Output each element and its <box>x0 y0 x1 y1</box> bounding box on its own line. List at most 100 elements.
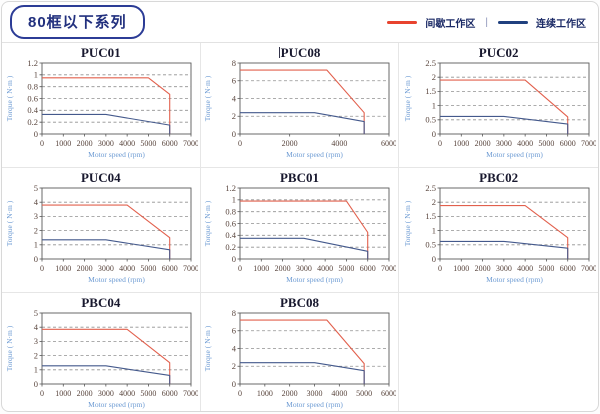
chart-cell-pbc08: PBC08 0 2 4 6 8 0 1000 2000 3000 4000 5000 6000 Moto… <box>201 293 400 411</box>
svg-text:0: 0 <box>40 139 44 148</box>
svg-text:6000: 6000 <box>381 139 396 148</box>
svg-text:1: 1 <box>34 365 38 375</box>
svg-text:1: 1 <box>431 225 435 235</box>
svg-text:1.5: 1.5 <box>425 86 436 96</box>
chart-cell-pbc02: PBC02 0 0.5 1 1.5 2 2.5 0 1000 2000 3000 4000 5000 6… <box>399 168 598 293</box>
intermittent-legend-label: 间歇工作区 <box>425 18 476 30</box>
svg-text:5: 5 <box>34 185 38 193</box>
svg-text:2000: 2000 <box>275 264 291 273</box>
svg-text:5000: 5000 <box>140 264 156 273</box>
svg-text:2.5: 2.5 <box>425 185 436 193</box>
svg-text:Motor speed (rpm): Motor speed (rpm) <box>287 400 344 409</box>
chart-plot: 0 0.5 1 1.5 2 2.5 0 1000 2000 3000 4000 5000 6000 700… <box>403 185 596 284</box>
chart-title: PBC08 <box>201 295 399 310</box>
svg-text:5000: 5000 <box>339 264 355 273</box>
svg-text:7000: 7000 <box>581 264 596 273</box>
svg-text:4000: 4000 <box>332 139 348 148</box>
chart-cell-puc02: PUC02 0 0.5 1 1.5 2 2.5 0 1000 2000 3000 4000 5000 6… <box>399 43 598 168</box>
svg-text:1000: 1000 <box>453 264 469 273</box>
svg-text:2.5: 2.5 <box>425 60 436 68</box>
svg-text:0: 0 <box>438 139 442 148</box>
svg-text:6000: 6000 <box>162 389 178 398</box>
svg-text:4000: 4000 <box>332 389 348 398</box>
svg-text:2: 2 <box>34 225 38 235</box>
svg-text:2000: 2000 <box>76 264 92 273</box>
svg-text:1000: 1000 <box>254 264 270 273</box>
svg-text:Motor speed (rpm): Motor speed (rpm) <box>88 400 145 409</box>
header: 80框以下系列 间歇工作区 | 连续工作区 <box>2 2 598 42</box>
svg-text:1.5: 1.5 <box>425 211 436 221</box>
svg-text:4: 4 <box>34 197 39 207</box>
svg-text:2000: 2000 <box>282 389 298 398</box>
svg-text:6000: 6000 <box>381 389 396 398</box>
chart-title-text: PBC01 <box>279 170 319 185</box>
svg-text:4: 4 <box>232 93 237 103</box>
svg-text:2000: 2000 <box>474 139 490 148</box>
svg-text:0.4: 0.4 <box>27 105 38 115</box>
chart-title-text: PBC02 <box>479 170 519 185</box>
svg-text:0: 0 <box>232 254 236 264</box>
svg-text:0: 0 <box>232 129 236 139</box>
svg-text:2000: 2000 <box>474 264 490 273</box>
svg-text:7000: 7000 <box>381 264 396 273</box>
chart-title-text: PBC08 <box>279 295 319 310</box>
svg-text:0: 0 <box>431 254 435 264</box>
svg-text:1000: 1000 <box>453 139 469 148</box>
svg-text:3000: 3000 <box>496 139 512 148</box>
svg-text:1000: 1000 <box>257 389 273 398</box>
svg-text:Torque ( N·m ): Torque ( N·m ) <box>203 75 212 121</box>
chart-title: PBC02 <box>399 170 598 185</box>
svg-text:Torque ( N·m ): Torque ( N·m ) <box>403 75 412 121</box>
svg-text:1: 1 <box>232 195 236 205</box>
text-cursor <box>278 47 280 58</box>
svg-text:6000: 6000 <box>559 264 575 273</box>
svg-text:Torque ( N·m ): Torque ( N·m ) <box>5 325 14 371</box>
svg-text:3000: 3000 <box>496 264 512 273</box>
svg-text:1.2: 1.2 <box>27 60 38 68</box>
svg-text:2: 2 <box>431 72 435 82</box>
svg-text:1.2: 1.2 <box>226 185 237 193</box>
svg-text:5000: 5000 <box>140 139 156 148</box>
chart-cell-pbc01: PBC01 0 0.2 0.4 0.6 0.8 1 1.2 0 1000 2000 3000 4000… <box>200 168 400 293</box>
series-title-badge: 80框以下系列 <box>10 5 145 39</box>
svg-text:4: 4 <box>232 343 237 353</box>
svg-text:8: 8 <box>232 310 236 318</box>
chart-cell-puc04: PUC04 0 1 2 3 4 5 0 1000 2000 3000 4000 5000 6000 700… <box>2 168 201 293</box>
svg-text:5000: 5000 <box>140 389 156 398</box>
svg-text:Torque ( N·m ): Torque ( N·m ) <box>203 200 212 246</box>
svg-text:Motor speed (rpm): Motor speed (rpm) <box>88 150 145 159</box>
svg-text:0: 0 <box>438 264 442 273</box>
svg-text:5: 5 <box>34 310 38 318</box>
svg-text:5000: 5000 <box>538 139 554 148</box>
svg-text:Motor speed (rpm): Motor speed (rpm) <box>287 150 344 159</box>
chart-plot: 0 1 2 3 4 5 0 1000 2000 3000 4000 5000 6000 7000 Motor… <box>5 185 198 284</box>
svg-text:0.8: 0.8 <box>27 81 38 91</box>
svg-text:1000: 1000 <box>55 389 71 398</box>
svg-text:6000: 6000 <box>162 264 178 273</box>
svg-text:1000: 1000 <box>55 264 71 273</box>
chart-plot: 0 1 2 3 4 5 0 1000 2000 3000 4000 5000 6000 7000 Motor… <box>5 310 198 409</box>
chart-title: PBC01 <box>201 170 399 185</box>
svg-text:2: 2 <box>34 350 38 360</box>
chart-cell-puc01: PUC01 0 0.2 0.4 0.6 0.8 1 1.2 0 1000 2000 3000 4000… <box>2 43 201 168</box>
svg-text:3000: 3000 <box>98 389 114 398</box>
svg-text:6: 6 <box>232 76 236 86</box>
svg-text:Motor speed (rpm): Motor speed (rpm) <box>486 150 543 159</box>
svg-text:2000: 2000 <box>282 139 298 148</box>
chart-title: PBC04 <box>2 295 200 310</box>
intermittent-line-swatch <box>387 20 418 24</box>
svg-text:2: 2 <box>431 197 435 207</box>
chart-plot: 0 0.2 0.4 0.6 0.81 1.2 0 1000 2000 3000 4000 5000 60… <box>5 60 198 159</box>
svg-text:0: 0 <box>34 254 38 264</box>
chart-title-text: PBC04 <box>81 295 121 310</box>
svg-text:Torque ( N·m ): Torque ( N·m ) <box>5 75 14 121</box>
chart-grid: PUC01 0 0.2 0.4 0.6 0.8 1 1.2 0 1000 2000 3000 4000… <box>2 42 598 411</box>
chart-plot: 0 2 4 6 8 0 1000 2000 3000 4000 5000 6000 Motor spee… <box>203 310 396 409</box>
svg-text:4: 4 <box>34 322 39 332</box>
chart-title-text: PUC08 <box>280 45 321 60</box>
svg-text:2000: 2000 <box>76 139 92 148</box>
svg-text:3000: 3000 <box>296 264 312 273</box>
svg-text:0.2: 0.2 <box>27 117 38 127</box>
svg-text:7000: 7000 <box>183 264 198 273</box>
